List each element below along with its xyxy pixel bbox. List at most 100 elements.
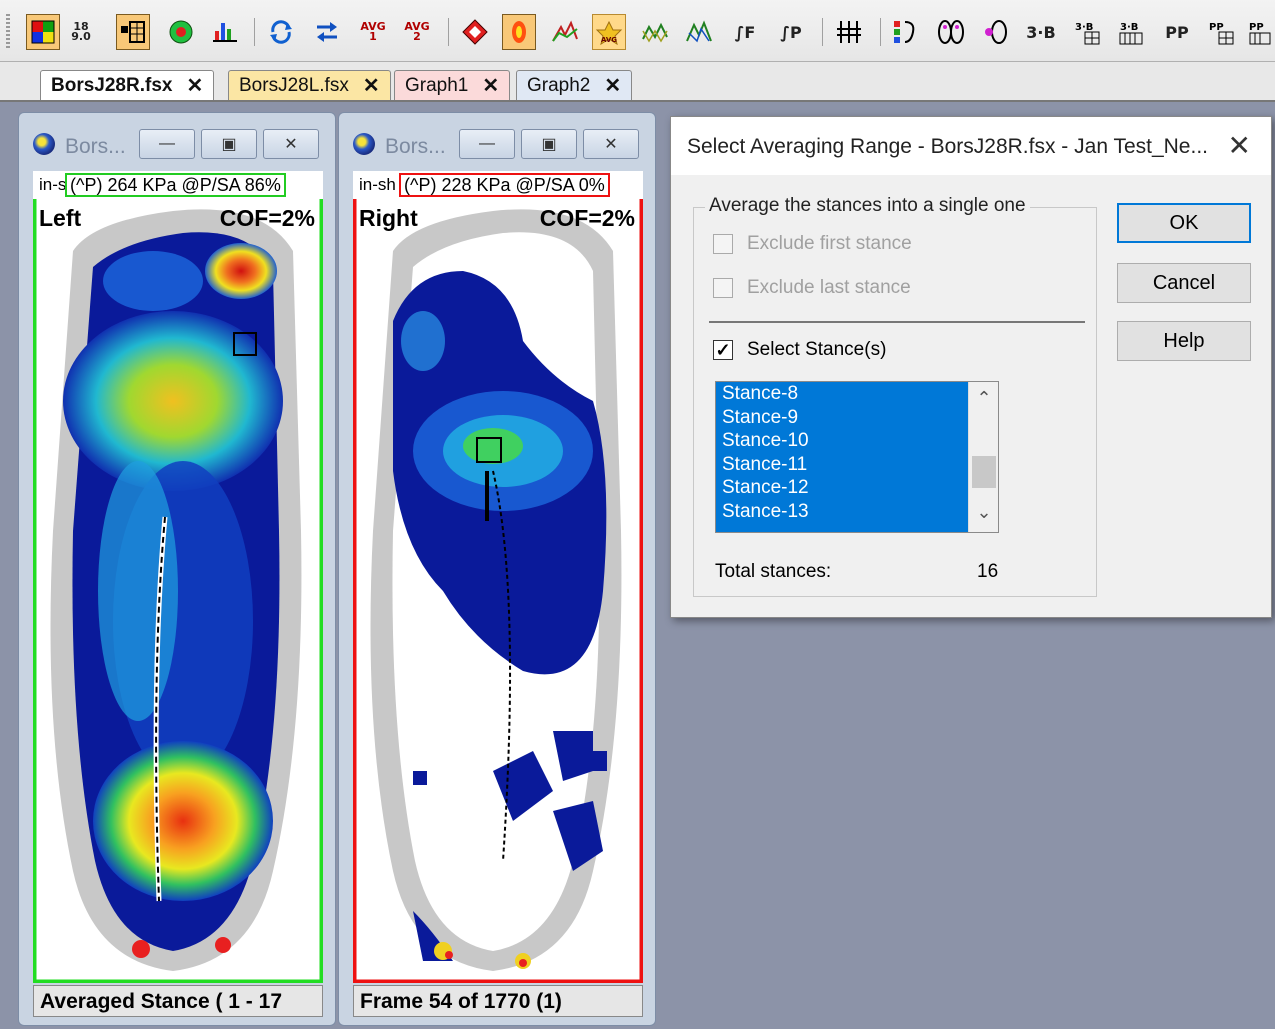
svg-text:PP: PP [1209, 22, 1224, 33]
window-titlebar[interactable]: Bors... — ▣ ✕ [339, 113, 655, 159]
three-b-table-icon[interactable]: 3·B [1070, 14, 1104, 50]
foot-segments-icon[interactable] [888, 14, 922, 50]
main-toolbar: 18 9.0 AVG 1 AVG 2 AVG ∫F ∫P [0, 0, 1275, 62]
window-titlebar[interactable]: Bors... — ▣ ✕ [19, 113, 335, 159]
cof-label: COF=2% [219, 205, 315, 231]
tab-borsj28l[interactable]: BorsJ28L.fsx ✕ [228, 70, 391, 100]
checkbox-box[interactable] [713, 278, 733, 298]
chevron-down-icon[interactable]: ⌄ [976, 502, 992, 522]
close-icon[interactable]: ✕ [186, 75, 204, 97]
checkbox-label: Exclude last stance [747, 277, 911, 298]
exclude-first-checkbox[interactable]: Exclude first stance [713, 233, 912, 255]
pressure-map-frame[interactable]: in-s (^P) 264 KPa @P/SA 86% Left COF=2% [33, 171, 323, 983]
dialog-title: Select Averaging Range - BorsJ28R.fsx - … [687, 135, 1208, 158]
close-icon[interactable]: ✕ [1227, 130, 1251, 161]
help-button[interactable]: Help [1117, 321, 1251, 361]
scrollbar-thumb[interactable] [972, 456, 996, 488]
checkbox-box[interactable] [713, 234, 733, 254]
toolbar-separator [822, 18, 823, 46]
tab-graph1[interactable]: Graph1 ✕ [394, 70, 511, 100]
window-title: Bors... [65, 135, 126, 158]
foot-outline-icon[interactable] [980, 14, 1014, 50]
target-icon[interactable] [164, 14, 198, 50]
source-prefix: in-sh [359, 175, 396, 194]
app-logo-icon [353, 133, 375, 155]
svg-text:3·B: 3·B [1075, 22, 1093, 33]
list-item[interactable]: Stance-9 [716, 405, 968, 430]
toolbar-grip[interactable] [6, 14, 10, 50]
list-item[interactable]: Stance-8 [716, 382, 968, 406]
toolbar-separator [880, 18, 881, 46]
source-prefix: in-s [39, 175, 67, 194]
select-stances-checkbox[interactable]: ✓ Select Stance(s) [713, 339, 886, 361]
close-button[interactable]: ✕ [583, 129, 639, 159]
avg-peak-icon[interactable]: AVG [592, 14, 626, 50]
left-foot-window: Bors... — ▣ ✕ in-s [18, 112, 336, 1026]
swap-arrows-icon[interactable] [310, 14, 344, 50]
close-icon[interactable]: ✕ [362, 75, 380, 97]
tab-borsj28r[interactable]: BorsJ28R.fsx ✕ [40, 70, 215, 100]
exclude-last-checkbox[interactable]: Exclude last stance [713, 277, 911, 299]
close-icon[interactable]: ✕ [482, 75, 500, 97]
peak-lines-icon[interactable] [548, 14, 582, 50]
group-label: Average the stances into a single one [705, 195, 1030, 217]
pp-table-icon[interactable]: PP [1204, 14, 1238, 50]
list-item[interactable]: Stance-13 [716, 499, 968, 524]
document-tab-bar: BorsJ28R.fsx ✕ BorsJ28L.fsx ✕ Graph1 ✕ G… [0, 62, 1275, 102]
diamond-marker-icon[interactable] [458, 14, 492, 50]
feet-pair-icon[interactable] [934, 14, 968, 50]
side-label: Right [359, 205, 418, 231]
grid-lines-icon[interactable] [832, 14, 866, 50]
total-stances-label: Total stances: [715, 561, 832, 582]
list-item[interactable]: Stance-12 [716, 476, 968, 500]
stance-listbox[interactable]: Stance-8 Stance-9 Stance-10 Stance-11 St… [715, 381, 999, 533]
tab-label: BorsJ28R.fsx [51, 74, 173, 96]
integral-force-button[interactable]: ∫F [734, 22, 756, 42]
pressure-map-frame[interactable]: in-sh (^P) 228 KPa @P/SA 0% Right COF=2% [353, 171, 643, 983]
checkbox-label: Exclude first stance [747, 233, 912, 254]
pp-bars-icon[interactable]: PP [1246, 14, 1274, 50]
chevron-up-icon[interactable]: ⌃ [976, 388, 992, 408]
pp-button[interactable]: PP [1165, 22, 1189, 42]
checkbox-label: Select Stance(s) [747, 339, 887, 360]
avg2-button[interactable]: AVG 2 [404, 20, 430, 43]
integral-pressure-button[interactable]: ∫P [780, 22, 802, 42]
scrollbar[interactable]: ⌃ ⌄ [968, 382, 998, 532]
peak-pressure-readout: (^P) 264 KPa @P/SA 86% [65, 173, 286, 197]
list-item[interactable]: Stance-10 [716, 429, 968, 453]
three-b-button[interactable]: 3·B [1026, 22, 1056, 42]
multi-peak-alt-icon[interactable] [682, 14, 716, 50]
pressure-map[interactable] [33, 171, 323, 983]
bar-graph-icon[interactable] [208, 14, 242, 50]
minimize-button[interactable]: — [139, 129, 195, 159]
list-item[interactable]: Stance-11 [716, 452, 968, 477]
list-item-partial[interactable] [716, 523, 968, 532]
avg1-button[interactable]: AVG 1 [360, 20, 386, 43]
foot-pressure-icon[interactable] [502, 14, 536, 50]
maximize-button[interactable]: ▣ [521, 129, 577, 159]
rotate-icon[interactable] [264, 14, 298, 50]
tab-label: BorsJ28L.fsx [239, 74, 349, 96]
close-button[interactable]: ✕ [263, 129, 319, 159]
checkmark-icon[interactable]: ✓ [713, 340, 733, 360]
status-bar: Frame 54 of 1770 (1) [353, 985, 643, 1017]
tab-label: Graph2 [527, 74, 591, 96]
svg-text:3·B: 3·B [1120, 22, 1138, 33]
header-row: in-s (^P) 264 KPa @P/SA 86% [33, 171, 323, 199]
close-icon[interactable]: ✕ [604, 75, 622, 97]
grid-view-icon[interactable] [116, 14, 150, 50]
app-logo-icon [33, 133, 55, 155]
cof-label: COF=2% [539, 205, 635, 231]
minimize-button[interactable]: — [459, 129, 515, 159]
ok-button[interactable]: OK [1117, 203, 1251, 243]
cancel-button[interactable]: Cancel [1117, 263, 1251, 303]
maximize-button[interactable]: ▣ [201, 129, 257, 159]
pressure-map[interactable] [353, 171, 643, 983]
color-map-icon[interactable] [26, 14, 60, 50]
dialog-titlebar[interactable]: Select Averaging Range - BorsJ28R.fsx - … [671, 117, 1271, 175]
numeric-readout-button[interactable]: 18 9.0 [71, 20, 91, 43]
three-b-bars-icon[interactable]: 3·B [1114, 14, 1148, 50]
multi-peak-icon[interactable] [638, 14, 672, 50]
right-foot-window: Bors... — ▣ ✕ in-sh [338, 112, 656, 1026]
tab-graph2[interactable]: Graph2 ✕ [516, 70, 633, 100]
